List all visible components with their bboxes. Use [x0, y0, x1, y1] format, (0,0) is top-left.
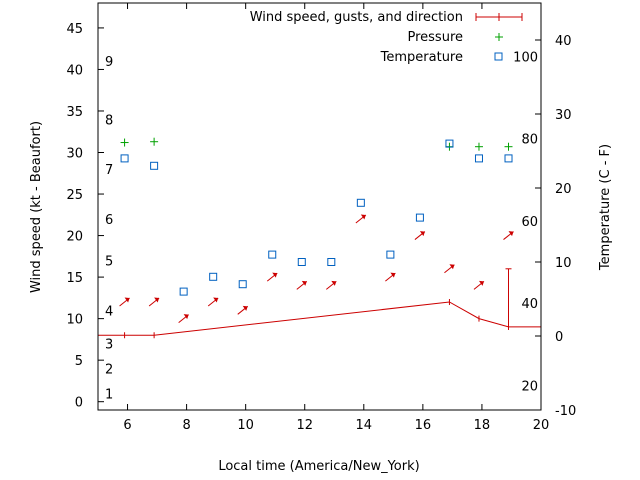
beaufort-label: 8: [105, 113, 113, 128]
wind-direction-arrow: [355, 214, 367, 224]
beaufort-label: 2: [105, 362, 113, 377]
x-tick-label: 16: [415, 418, 432, 433]
fahrenheit-label: 40: [521, 297, 538, 312]
series-layer: [98, 137, 541, 339]
beaufort-label: 6: [105, 213, 113, 228]
y-tick-label-right: -10: [555, 404, 576, 419]
wind-direction-arrow: [473, 280, 485, 290]
y-tick-label-left: 20: [66, 230, 83, 245]
temperature-marker: [297, 258, 306, 266]
temperature-marker: [504, 154, 513, 163]
y-tick-label-left: 25: [66, 188, 83, 203]
legend-key-temperature: [494, 52, 503, 61]
y-tick-label-left: 15: [66, 271, 83, 286]
x-tick-label: 20: [533, 418, 550, 433]
y-tick-label-left: 40: [66, 63, 83, 78]
temperature-marker: [120, 154, 129, 163]
tick-marks: [98, 3, 542, 411]
y-axis-label-right: Temperature (C - F): [598, 144, 613, 271]
wind-direction-arrow: [207, 297, 219, 307]
temperature-marker: [327, 258, 336, 266]
wind-direction-arrow: [178, 314, 189, 324]
y-tick-label-left: 30: [66, 147, 83, 162]
wind-direction-arrow: [237, 305, 249, 315]
y-tick-label-left: 5: [75, 354, 83, 369]
wind-direction-arrow: [503, 231, 514, 240]
wind-direction-arrow: [326, 280, 337, 290]
beaufort-label: 7: [105, 163, 113, 178]
x-tick-label: 18: [474, 418, 491, 433]
pressure-marker: [150, 137, 159, 146]
y-tick-label-right: 20: [555, 182, 572, 197]
fahrenheit-label: 100: [513, 50, 538, 65]
temperature-marker: [150, 161, 159, 170]
x-tick-label: 12: [296, 418, 313, 433]
beaufort-label: 5: [105, 254, 113, 269]
temperature-marker: [268, 250, 277, 259]
wind-direction-arrow: [296, 280, 308, 290]
wind-direction-arrow: [119, 297, 130, 307]
fahrenheit-label: 20: [521, 379, 538, 394]
temperature-marker: [445, 139, 454, 148]
y-tick-label-right: 0: [555, 330, 563, 345]
pressure-marker: [120, 138, 129, 147]
legend-label-temperature: Temperature: [380, 50, 463, 65]
fahrenheit-label: 60: [521, 215, 538, 230]
plot-frame: [97, 2, 542, 411]
y-tick-label-left: 0: [75, 396, 83, 411]
y-tick-label-right: 40: [555, 34, 572, 49]
beaufort-label: 4: [105, 304, 113, 319]
temperature-marker: [415, 213, 424, 222]
x-tick-label: 8: [182, 418, 190, 433]
wind-speed-line: [98, 301, 541, 336]
legend-key-wind: [475, 13, 523, 21]
wind-direction-arrow: [266, 272, 278, 282]
temperature-marker: [238, 280, 247, 289]
x-tick-label: 14: [356, 418, 373, 433]
beaufort-label: 9: [105, 55, 113, 70]
temperature-marker: [209, 272, 218, 281]
y-tick-label-left: 10: [66, 313, 83, 328]
wind-direction-arrow: [148, 297, 160, 307]
temperature-marker: [474, 154, 483, 163]
legend-label-wind: Wind speed, gusts, and direction: [250, 10, 463, 25]
legend-key-pressure: [495, 33, 503, 41]
temperature-marker: [386, 250, 395, 259]
pressure-marker: [474, 142, 483, 151]
wind-direction-arrow: [444, 264, 455, 274]
legend-label-pressure: Pressure: [407, 30, 463, 45]
x-axis-label: Local time (America/New_York): [218, 459, 419, 474]
x-tick-label: 10: [237, 418, 254, 433]
y-axis-label-left: Wind speed (kt - Beaufort): [29, 121, 44, 293]
y-tick-label-left: 45: [66, 22, 83, 37]
y-tick-label-right: 10: [555, 256, 572, 271]
fahrenheit-label: 80: [521, 133, 538, 148]
beaufort-label: 1: [105, 387, 113, 402]
beaufort-label: 3: [105, 338, 113, 353]
tick-labels: 6 8 10 12 14 16 18 20051015202530354045-1001020…: [66, 22, 576, 433]
x-tick-label: 6: [123, 418, 131, 433]
temperature-marker: [356, 198, 365, 207]
pressure-marker: [504, 142, 513, 151]
y-tick-label-right: 30: [555, 108, 572, 123]
wind-direction-arrow: [385, 272, 396, 282]
y-tick-label-left: 35: [66, 105, 83, 120]
wind-direction-arrow: [414, 231, 426, 240]
temperature-marker: [179, 287, 188, 296]
legend: Wind speed, gusts, and direction Pressur…: [250, 10, 523, 65]
